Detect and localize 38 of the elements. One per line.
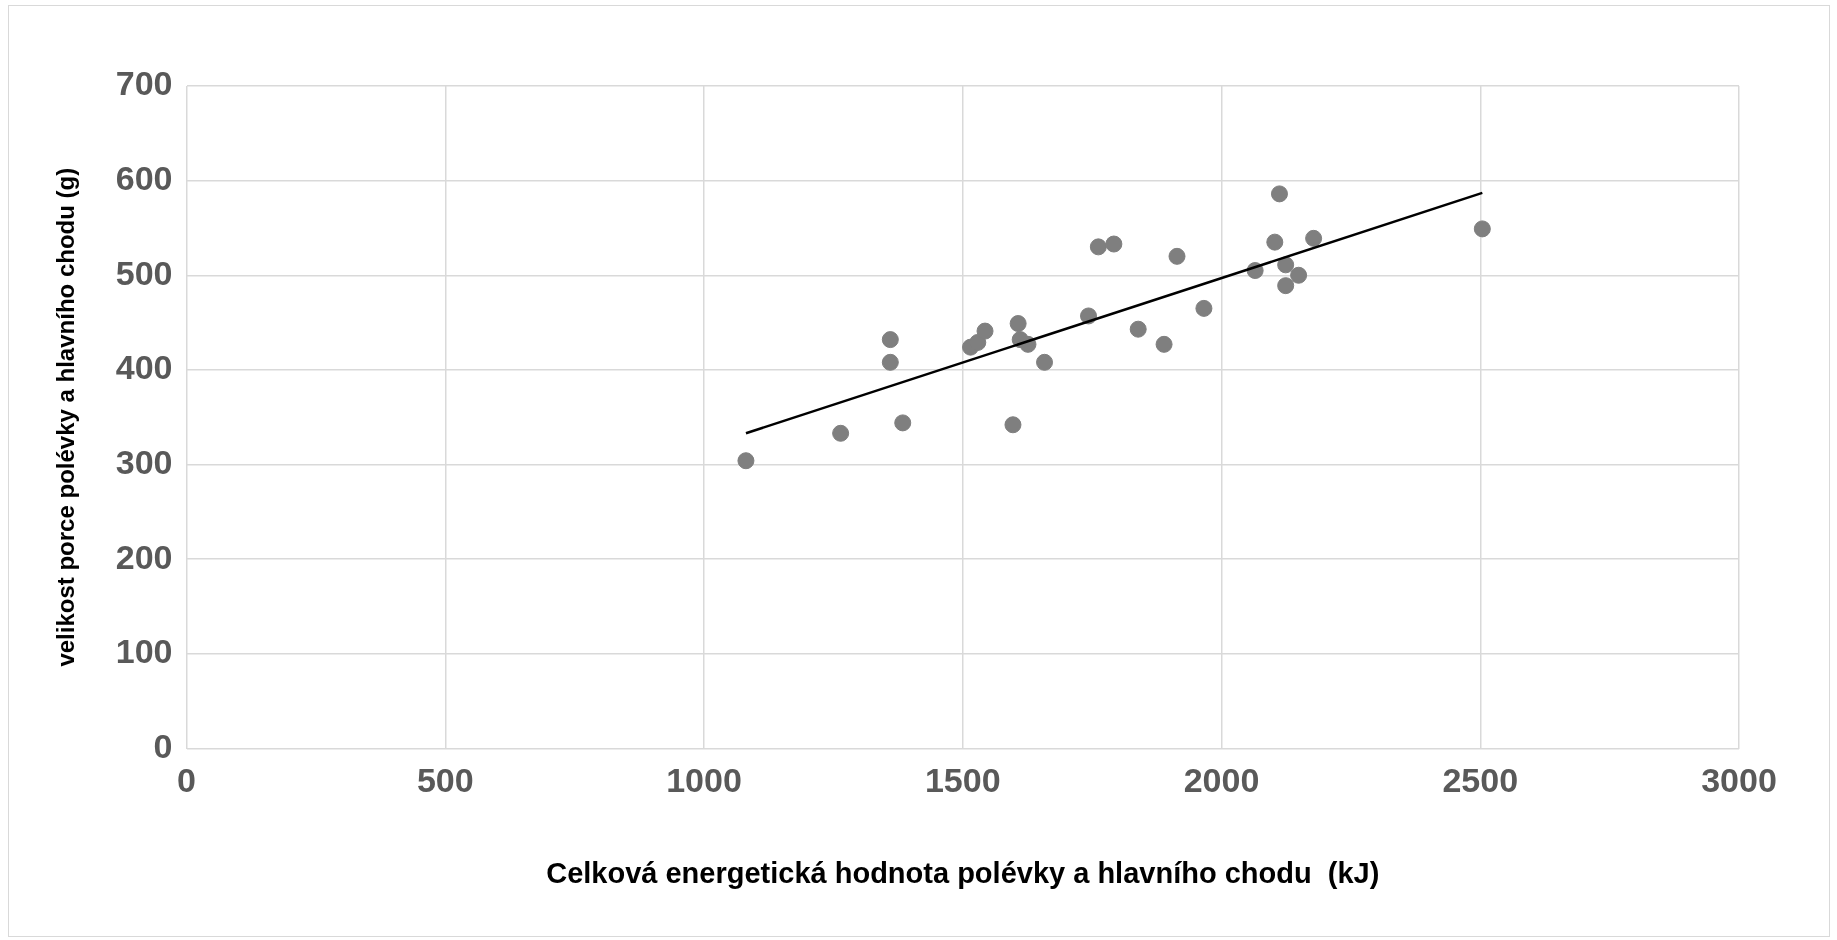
point [832,424,850,442]
x-axis-title: Celková energetická hodnota polévky a hlavního chodu (kJ) [546,856,1380,889]
x-tick-label: 1000 [666,761,742,800]
point [1168,247,1186,265]
point [1266,233,1284,251]
point [1155,335,1173,353]
point [1004,416,1022,434]
point [1277,256,1295,274]
point [1270,185,1288,203]
x-tick-label: 1500 [924,761,1001,800]
point [1129,320,1147,338]
x-tick-label: 2500 [1442,761,1519,800]
y-tick-label: 200 [115,537,173,576]
y-tick-label: 500 [115,253,173,292]
point [1089,238,1107,256]
y-tick-label: 100 [115,632,173,671]
y-axis-title: velikost porce polévky a hlavního chodu (g) [52,167,80,667]
point [1277,277,1295,295]
point [881,331,899,349]
y-tick-label: 300 [115,442,173,481]
point [894,414,912,432]
x-tick-label: 3000 [1701,761,1777,800]
y-tick-label: 600 [115,159,173,197]
point [1105,235,1123,253]
point [1305,229,1323,247]
point [881,353,899,371]
y-tick-label: 400 [115,348,173,387]
y-tick-label: 0 [153,726,173,765]
point [737,452,755,470]
x-tick-label: 500 [416,761,474,800]
y-tick-label: 700 [115,64,173,103]
point [976,322,994,340]
point [1009,315,1027,333]
x-tick-label: 2000 [1183,761,1260,800]
point [1036,353,1054,371]
point [1290,266,1308,284]
point [1195,299,1213,317]
point [1473,220,1491,238]
